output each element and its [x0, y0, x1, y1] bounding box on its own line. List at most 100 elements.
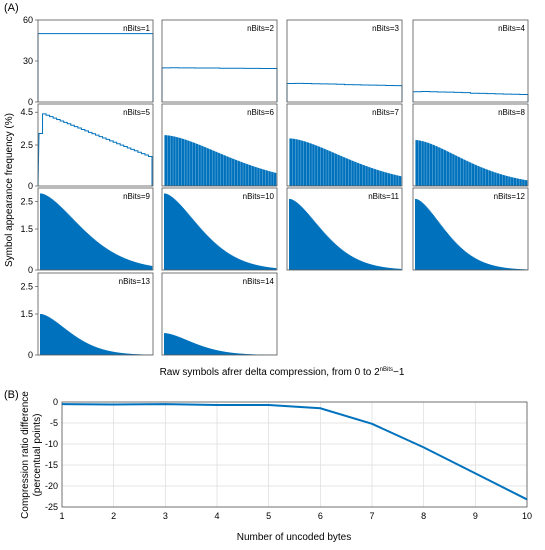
- histogram-bar: [125, 353, 128, 355]
- histogram-bar: [123, 257, 125, 270]
- histogram-bar: [332, 242, 335, 270]
- histogram-bar: [233, 352, 235, 355]
- histogram-bar: [305, 141, 308, 186]
- histogram-bar: [372, 168, 375, 186]
- histogram-bar: [119, 352, 121, 355]
- histogram-bar: [97, 347, 100, 355]
- histogram-bar: [243, 261, 245, 270]
- histogram-bar: [252, 166, 254, 186]
- histogram-bar: [216, 152, 218, 186]
- histogram-bar: [41, 193, 44, 270]
- histogram-bar: [134, 261, 136, 270]
- histogram-bar: [328, 150, 330, 186]
- histogram-bar: [480, 167, 482, 186]
- histogram-bar: [133, 261, 135, 270]
- histogram-bar: [217, 245, 219, 270]
- histogram-bar: [511, 268, 513, 270]
- histogram-bar: [302, 141, 305, 186]
- histogram-bar: [313, 220, 315, 270]
- histogram-bar: [57, 323, 60, 355]
- histogram-bar: [247, 354, 249, 355]
- histogram-bar: [193, 221, 196, 270]
- y-tick-label: 0: [28, 350, 33, 360]
- histogram-bar: [337, 246, 339, 270]
- histogram-bar: [177, 137, 180, 186]
- histogram-bar: [131, 353, 133, 355]
- histogram-bar: [87, 234, 89, 270]
- histogram-bar: [463, 250, 465, 270]
- histogram-bar: [224, 251, 226, 270]
- histogram-bar: [169, 334, 171, 355]
- histogram-bar: [503, 175, 505, 186]
- subplot-nbits-7: nBits=7: [286, 103, 403, 187]
- histogram-bar: [432, 144, 435, 186]
- histogram-bar: [247, 262, 249, 270]
- x-tick-label: 10: [522, 511, 532, 521]
- histogram-bar: [177, 336, 179, 355]
- histogram-bar: [235, 257, 238, 270]
- subplot-frame: [161, 103, 278, 187]
- histogram-bar: [76, 223, 78, 270]
- histogram-bar: [374, 265, 377, 270]
- histogram-bar: [360, 164, 363, 186]
- histogram-bar: [488, 264, 491, 270]
- histogram-bar: [203, 146, 205, 186]
- histogram-bar: [259, 265, 261, 270]
- histogram-bar: [341, 249, 343, 270]
- histogram-bar: [229, 157, 231, 186]
- histogram-bar: [188, 340, 190, 355]
- histogram-bar: [118, 255, 120, 270]
- histogram-bar: [321, 230, 323, 270]
- histogram-bar: [427, 142, 429, 186]
- histogram-bar: [430, 212, 433, 270]
- histogram-bar: [397, 268, 399, 270]
- histogram-bar: [370, 264, 372, 270]
- histogram-bar: [98, 243, 101, 270]
- histogram-bar: [108, 249, 110, 270]
- histogram-bar: [179, 337, 182, 355]
- histogram-bar: [266, 170, 268, 186]
- histogram-bar: [505, 267, 507, 270]
- histogram-bar: [344, 157, 347, 186]
- histogram-bar: [164, 135, 166, 186]
- histogram-bar: [306, 213, 309, 270]
- histogram-bar: [454, 241, 456, 270]
- histogram-bar: [167, 333, 170, 355]
- histogram-bar: [247, 262, 250, 270]
- histogram-bar: [199, 227, 201, 270]
- y-tick-label: -10: [45, 439, 58, 449]
- histogram-bar: [302, 208, 305, 270]
- histogram-bar: [478, 260, 480, 270]
- histogram-bar: [428, 143, 431, 186]
- histogram-bar: [242, 162, 244, 186]
- histogram-bar: [89, 344, 91, 355]
- histogram-bar: [422, 203, 424, 270]
- histogram-bar: [74, 336, 76, 355]
- histogram-bar: [346, 158, 349, 186]
- histogram-bar: [109, 251, 112, 270]
- histogram-bar: [166, 333, 169, 355]
- histogram-bar: [431, 144, 434, 186]
- histogram-bar: [375, 265, 378, 270]
- subplot-nbits-12: nBits=12: [412, 187, 529, 271]
- histogram-bar: [466, 252, 468, 270]
- histogram-bar: [40, 193, 43, 270]
- histogram-bar: [462, 159, 464, 186]
- histogram-bar: [387, 173, 390, 186]
- histogram-bar: [94, 239, 96, 270]
- histogram-bar: [426, 207, 428, 270]
- histogram-bar: [194, 143, 197, 186]
- histogram-bar: [235, 160, 238, 186]
- histogram-bar: [446, 151, 449, 186]
- histogram-bar: [330, 239, 332, 270]
- histogram-bar: [67, 213, 69, 270]
- histogram-bar: [198, 144, 200, 186]
- histogram-bar: [314, 144, 316, 186]
- histogram-bar: [137, 262, 139, 270]
- histogram-bar: [455, 242, 457, 270]
- histogram-bar: [339, 248, 341, 270]
- histogram-bar: [104, 247, 106, 270]
- histogram-bar: [345, 158, 348, 186]
- histogram-bar: [444, 230, 447, 270]
- histogram-bar: [449, 236, 451, 270]
